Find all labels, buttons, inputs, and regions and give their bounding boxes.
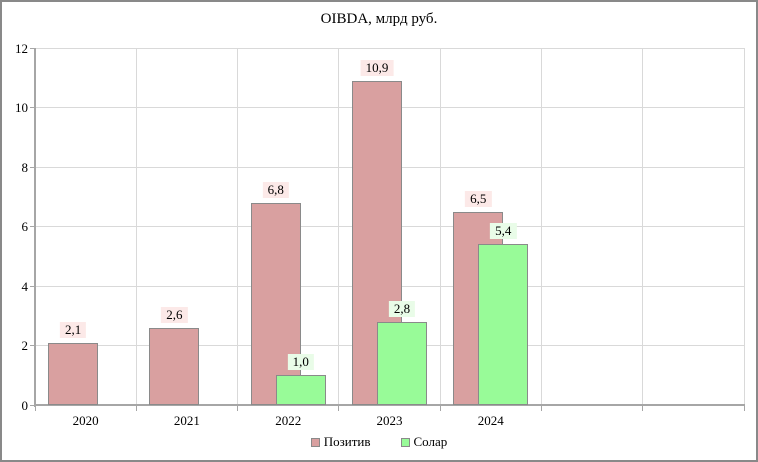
legend-item-Солар: Солар (400, 434, 448, 450)
x-tick-label: 2023 (376, 413, 403, 428)
value-label-Солар-2023: 2,8 (388, 300, 416, 317)
y-axis-tick (30, 107, 35, 108)
v-gridline (743, 48, 745, 405)
value-label-Позитив-2020: 2,1 (60, 321, 87, 338)
y-axis-tick (30, 166, 35, 168)
chart-title: OIBDA, млрд руб. (320, 11, 438, 27)
value-label-Позитив-2021: 2,6 (161, 306, 188, 323)
y-tick-label: 10 (15, 100, 28, 115)
value-label-Солар-2022: 1,0 (287, 354, 314, 371)
legend-marker-icon (310, 437, 320, 447)
v-gridline (338, 48, 340, 405)
x-tick-label: 2020 (72, 413, 99, 428)
y-axis-tick (30, 285, 35, 287)
legend-label: Позитив (323, 434, 371, 449)
bar-Позитив-2020 (48, 342, 99, 405)
y-tick-label: 2 (21, 338, 29, 353)
y-axis (34, 48, 36, 407)
v-gridline (642, 48, 644, 405)
value-label-Солар-2024: 5,4 (490, 223, 517, 240)
y-tick-label: 0 (21, 397, 29, 413)
v-gridline (540, 48, 542, 405)
legend-label: Солар (413, 434, 448, 449)
y-axis-tick (30, 345, 35, 346)
x-axis-tick (642, 406, 644, 411)
value-label-Позитив-2022: 6,8 (262, 181, 289, 198)
h-gridline (35, 47, 744, 49)
x-axis (34, 404, 745, 406)
y-tick-label: 8 (21, 159, 29, 175)
legend: Позитив Солар (2, 434, 756, 450)
y-axis-tick (30, 47, 35, 49)
y-tick-label: 12 (15, 40, 28, 56)
legend-marker-icon (400, 437, 410, 447)
y-axis-tick (30, 226, 35, 227)
bar-Солар-2024 (478, 244, 529, 405)
y-axis-tick (30, 404, 35, 406)
x-tick-label: 2021 (173, 413, 200, 428)
bar-Солар-2023 (377, 321, 427, 405)
bar-Позитив-2022 (250, 202, 301, 405)
x-axis-tick (439, 406, 441, 411)
y-tick-label: 4 (21, 278, 29, 294)
x-axis-tick (34, 406, 36, 411)
value-label-Позитив-2023: 10,9 (360, 59, 394, 76)
x-axis-tick (237, 406, 239, 411)
bar-Солар-2022 (275, 375, 326, 405)
v-gridline (237, 48, 239, 405)
x-axis-tick (338, 406, 340, 411)
x-axis-tick (135, 406, 137, 411)
x-tick-label: 2022 (275, 413, 302, 428)
x-axis-tick (540, 406, 542, 411)
v-gridline (135, 48, 137, 405)
legend-item-Позитив: Позитив (310, 434, 371, 450)
y-tick-label: 6 (21, 219, 29, 234)
v-gridline (439, 48, 441, 405)
x-tick-label: 2024 (477, 413, 504, 428)
x-axis-tick (743, 406, 745, 411)
value-label-Позитив-2024: 6,5 (465, 190, 492, 207)
bar-Позитив-2021 (149, 327, 200, 405)
